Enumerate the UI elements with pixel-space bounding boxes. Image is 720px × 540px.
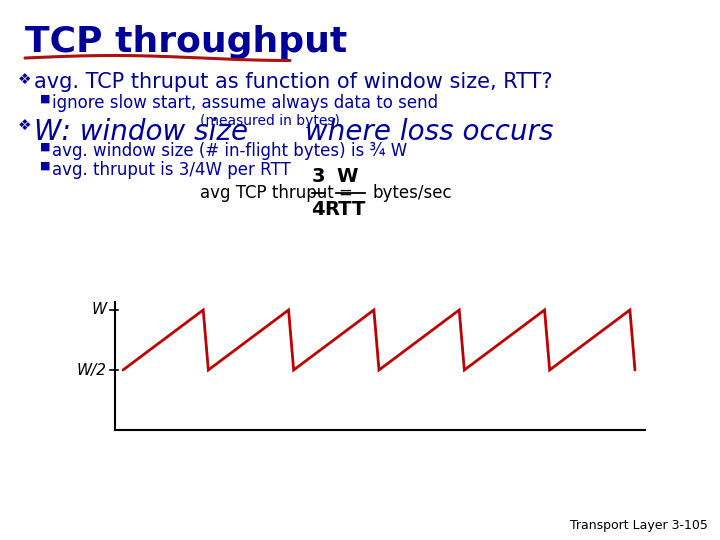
Text: ■: ■ bbox=[40, 94, 50, 104]
Text: TCP throughput: TCP throughput bbox=[25, 25, 347, 59]
Text: W/2: W/2 bbox=[77, 362, 107, 377]
Text: ignore slow start, assume always data to send: ignore slow start, assume always data to… bbox=[52, 94, 438, 112]
Text: 3: 3 bbox=[311, 167, 325, 186]
Text: avg. thruput is 3/4W per RTT: avg. thruput is 3/4W per RTT bbox=[52, 161, 291, 179]
Text: ■: ■ bbox=[40, 142, 50, 152]
Text: avg. TCP thruput as function of window size, RTT?: avg. TCP thruput as function of window s… bbox=[34, 72, 553, 92]
Text: 4: 4 bbox=[311, 200, 325, 219]
Text: where loss occurs: where loss occurs bbox=[305, 118, 554, 146]
Text: avg. window size (# in-flight bytes) is ¾ W: avg. window size (# in-flight bytes) is … bbox=[52, 142, 408, 160]
Text: W: W bbox=[336, 167, 358, 186]
Text: avg TCP thruput =: avg TCP thruput = bbox=[200, 184, 358, 202]
Text: (measured in bytes): (measured in bytes) bbox=[200, 114, 340, 128]
Text: RTT: RTT bbox=[324, 200, 366, 219]
Text: ■: ■ bbox=[40, 161, 50, 171]
Text: ❖: ❖ bbox=[18, 72, 32, 87]
Text: Transport Layer 3-105: Transport Layer 3-105 bbox=[570, 519, 708, 532]
Text: W: window size: W: window size bbox=[34, 118, 248, 146]
Text: W: W bbox=[92, 302, 107, 318]
Text: bytes/sec: bytes/sec bbox=[373, 184, 453, 202]
Text: ❖: ❖ bbox=[18, 118, 32, 133]
